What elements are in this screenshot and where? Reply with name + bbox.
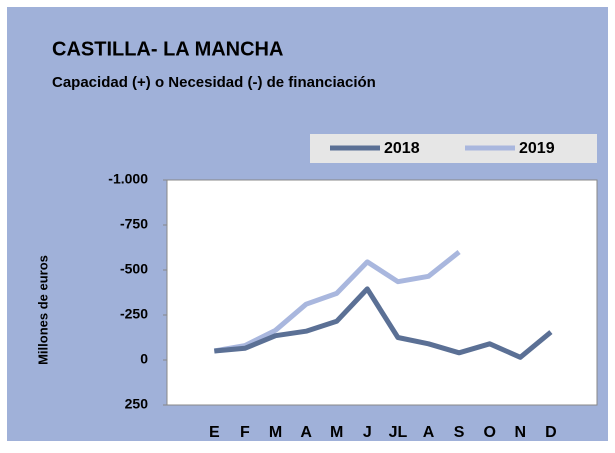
x-tick-label: M xyxy=(330,424,343,441)
x-tick-label: F xyxy=(240,424,250,441)
chart-title: CASTILLA- LA MANCHA xyxy=(52,38,283,60)
x-tick-label: J xyxy=(363,424,372,441)
x-tick-label: S xyxy=(454,424,465,441)
x-tick-label: D xyxy=(545,424,557,441)
legend-label: 2019 xyxy=(519,140,555,157)
y-axis-label: Millones de euros xyxy=(35,255,50,365)
x-tick-label: A xyxy=(423,424,435,441)
chart-subtitle: Capacidad (+) o Necesidad (-) de financi… xyxy=(52,74,376,91)
y-tick-label: -750 xyxy=(120,216,148,232)
y-tick-label: -500 xyxy=(120,261,148,277)
x-tick-label: O xyxy=(483,424,495,441)
series-line xyxy=(214,286,553,360)
x-tick-label: E xyxy=(209,424,220,441)
x-tick-label: JL xyxy=(389,424,408,441)
y-tick-label: -1.000 xyxy=(108,171,148,187)
plot-area xyxy=(166,179,598,406)
x-tick-label: M xyxy=(269,424,282,441)
x-tick-label: N xyxy=(515,424,527,441)
x-tick-label: A xyxy=(300,424,312,441)
y-tick-label: 0 xyxy=(140,351,148,367)
series-line xyxy=(213,250,461,354)
y-tick-label: -250 xyxy=(120,306,148,322)
legend-label: 2018 xyxy=(384,140,420,157)
y-tick-label: 250 xyxy=(125,396,149,412)
